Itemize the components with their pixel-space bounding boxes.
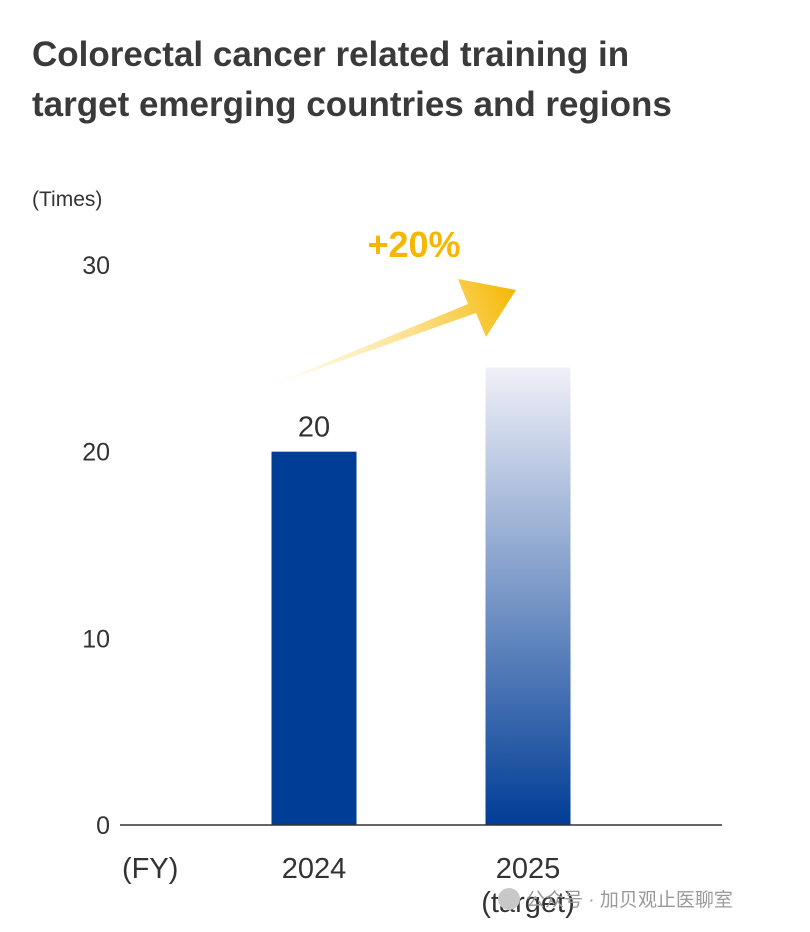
chart-title: Colorectal cancer related training in ta… xyxy=(32,30,792,130)
x-tick-label: 2025 xyxy=(496,853,561,885)
data-label: 20 xyxy=(298,412,330,444)
chart-title-line-2: target emerging countries and regions xyxy=(32,85,672,124)
x-tick-label: 2024 xyxy=(282,853,347,885)
growth-annotation: +20% xyxy=(367,224,460,265)
x-axis-label: (FY) xyxy=(122,853,178,885)
chart-title-line-1: Colorectal cancer related training in xyxy=(32,35,630,74)
x-tick-label-sub: (target) xyxy=(481,887,574,919)
bar-2025 xyxy=(485,367,571,825)
y-unit-label: (Times) xyxy=(32,188,102,211)
y-tick-label: 10 xyxy=(82,625,110,653)
bar-2024 xyxy=(271,451,357,825)
watermark: 公众号 · 加贝观止医聊室 xyxy=(498,885,733,912)
y-tick-label: 20 xyxy=(82,439,110,467)
y-tick-label: 30 xyxy=(82,252,110,280)
y-tick-label: 0 xyxy=(96,812,110,840)
watermark-text: 公众号 · 加贝观止医聊室 xyxy=(526,890,733,911)
growth-arrow-icon xyxy=(262,279,516,389)
wechat-logo-icon xyxy=(498,888,520,910)
